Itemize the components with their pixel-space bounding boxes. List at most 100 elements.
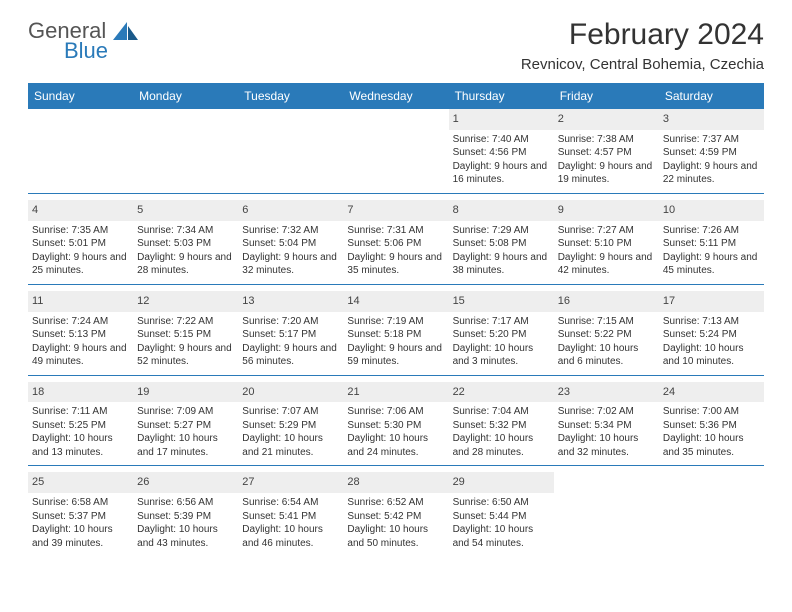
sunrise-line: Sunrise: 7:29 AM — [453, 224, 550, 238]
sunset-line: Sunset: 5:36 PM — [663, 419, 760, 433]
page-subtitle: Revnicov, Central Bohemia, Czechia — [521, 56, 764, 73]
sunset-line: Sunset: 5:25 PM — [32, 419, 129, 433]
weekday-header: Tuesday — [238, 83, 343, 109]
daylight-line: Daylight: 9 hours and 32 minutes. — [242, 251, 339, 278]
daylight-line: Daylight: 9 hours and 25 minutes. — [32, 251, 129, 278]
sunrise-line: Sunrise: 7:06 AM — [347, 405, 444, 419]
day-number: 15 — [449, 291, 554, 312]
day-number: 16 — [554, 291, 659, 312]
day-cell: 22Sunrise: 7:04 AMSunset: 5:32 PMDayligh… — [449, 382, 554, 466]
day-cell: 3Sunrise: 7:37 AMSunset: 4:59 PMDaylight… — [659, 109, 764, 193]
day-cell: 23Sunrise: 7:02 AMSunset: 5:34 PMDayligh… — [554, 382, 659, 466]
day-number: 17 — [659, 291, 764, 312]
day-number: 13 — [238, 291, 343, 312]
day-number: 1 — [449, 109, 554, 130]
sunrise-line: Sunrise: 7:34 AM — [137, 224, 234, 238]
sunrise-line: Sunrise: 7:32 AM — [242, 224, 339, 238]
day-number: 25 — [28, 472, 133, 493]
week-row: 4Sunrise: 7:35 AMSunset: 5:01 PMDaylight… — [28, 200, 764, 284]
day-number: 12 — [133, 291, 238, 312]
day-cell — [659, 472, 764, 556]
sunrise-line: Sunrise: 7:26 AM — [663, 224, 760, 238]
weekday-header: Saturday — [659, 83, 764, 109]
day-number: 10 — [659, 200, 764, 221]
day-number: 20 — [238, 382, 343, 403]
day-number: 19 — [133, 382, 238, 403]
day-cell: 11Sunrise: 7:24 AMSunset: 5:13 PMDayligh… — [28, 291, 133, 375]
daylight-line: Daylight: 9 hours and 45 minutes. — [663, 251, 760, 278]
sunrise-line: Sunrise: 6:56 AM — [137, 496, 234, 510]
daylight-line: Daylight: 10 hours and 46 minutes. — [242, 523, 339, 550]
weekday-header: Friday — [554, 83, 659, 109]
daylight-line: Daylight: 10 hours and 32 minutes. — [558, 432, 655, 459]
daylight-line: Daylight: 10 hours and 6 minutes. — [558, 342, 655, 369]
day-cell: 2Sunrise: 7:38 AMSunset: 4:57 PMDaylight… — [554, 109, 659, 193]
daylight-line: Daylight: 9 hours and 52 minutes. — [137, 342, 234, 369]
sunset-line: Sunset: 5:44 PM — [453, 510, 550, 524]
day-cell: 18 Sunrise: 7:11 AMSunset: 5:25 PMDayligh… — [28, 382, 133, 466]
day-cell: 4Sunrise: 7:35 AMSunset: 5:01 PMDaylight… — [28, 200, 133, 284]
sunrise-line: Sunrise: 7:40 AM — [453, 133, 550, 147]
day-cell: 19 Sunrise: 7:09 AMSunset: 5:27 PMDayligh… — [133, 382, 238, 466]
sunset-line: Sunset: 5:17 PM — [242, 328, 339, 342]
weekday-header-row: Sunday Monday Tuesday Wednesday Thursday… — [28, 83, 764, 109]
day-cell: 29Sunrise: 6:50 AMSunset: 5:44 PMDayligh… — [449, 472, 554, 556]
day-cell: 1Sunrise: 7:40 AMSunset: 4:56 PMDaylight… — [449, 109, 554, 193]
sunset-line: Sunset: 5:06 PM — [347, 237, 444, 251]
day-number: 3 — [659, 109, 764, 130]
sunrise-line: Sunrise: 6:54 AM — [242, 496, 339, 510]
sunset-line: Sunset: 5:13 PM — [32, 328, 129, 342]
daylight-line: Daylight: 9 hours and 56 minutes. — [242, 342, 339, 369]
weekday-header: Wednesday — [343, 83, 448, 109]
day-number: 8 — [449, 200, 554, 221]
daylight-line: Daylight: 10 hours and 21 minutes. — [242, 432, 339, 459]
day-number: 22 — [449, 382, 554, 403]
daylight-line: Daylight: 9 hours and 42 minutes. — [558, 251, 655, 278]
sunrise-line: Sunrise: 7:11 AM — [32, 405, 129, 419]
day-number: 28 — [343, 472, 448, 493]
day-cell: 27Sunrise: 6:54 AMSunset: 5:41 PMDayligh… — [238, 472, 343, 556]
day-cell: 7Sunrise: 7:31 AMSunset: 5:06 PMDaylight… — [343, 200, 448, 284]
daylight-line: Daylight: 10 hours and 17 minutes. — [137, 432, 234, 459]
daylight-line: Daylight: 9 hours and 59 minutes. — [347, 342, 444, 369]
sunset-line: Sunset: 5:01 PM — [32, 237, 129, 251]
week-row: 18Sunrise: 7:11 AMSunset: 5:25 PMDayligh… — [28, 382, 764, 466]
sunset-line: Sunset: 5:20 PM — [453, 328, 550, 342]
daylight-line: Daylight: 10 hours and 43 minutes. — [137, 523, 234, 550]
sunrise-line: Sunrise: 6:52 AM — [347, 496, 444, 510]
day-cell: 24Sunrise: 7:00 AMSunset: 5:36 PMDayligh… — [659, 382, 764, 466]
day-cell: 25Sunrise: 6:58 AMSunset: 5:37 PMDayligh… — [28, 472, 133, 556]
day-number: 2 — [554, 109, 659, 130]
day-number: 26 — [133, 472, 238, 493]
sunrise-line: Sunrise: 7:22 AM — [137, 315, 234, 329]
day-cell: 5Sunrise: 7:34 AMSunset: 5:03 PMDaylight… — [133, 200, 238, 284]
sunrise-line: Sunrise: 7:09 AM — [137, 405, 234, 419]
daylight-line: Daylight: 10 hours and 3 minutes. — [453, 342, 550, 369]
sunset-line: Sunset: 5:04 PM — [242, 237, 339, 251]
week-row: 11Sunrise: 7:24 AMSunset: 5:13 PMDayligh… — [28, 291, 764, 375]
day-cell: 20Sunrise: 7:07 AMSunset: 5:29 PMDayligh… — [238, 382, 343, 466]
day-cell: 21Sunrise: 7:06 AMSunset: 5:30 PMDayligh… — [343, 382, 448, 466]
day-cell: 16Sunrise: 7:15 AMSunset: 5:22 PMDayligh… — [554, 291, 659, 375]
sunset-line: Sunset: 5:27 PM — [137, 419, 234, 433]
daylight-line: Daylight: 9 hours and 19 minutes. — [558, 160, 655, 187]
day-number: 27 — [238, 472, 343, 493]
calendar-grid: Sunday Monday Tuesday Wednesday Thursday… — [28, 83, 764, 556]
day-cell: 8Sunrise: 7:29 AMSunset: 5:08 PMDaylight… — [449, 200, 554, 284]
header: General Blue February 2024 Revnicov, Cen… — [28, 18, 764, 73]
daylight-line: Daylight: 10 hours and 54 minutes. — [453, 523, 550, 550]
day-cell — [28, 109, 133, 193]
sunrise-line: Sunrise: 7:35 AM — [32, 224, 129, 238]
day-cell: 17Sunrise: 7:13 AMSunset: 5:24 PMDayligh… — [659, 291, 764, 375]
week-row: 25Sunrise: 6:58 AMSunset: 5:37 PMDayligh… — [28, 472, 764, 556]
sunset-line: Sunset: 5:39 PM — [137, 510, 234, 524]
sunrise-line: Sunrise: 7:31 AM — [347, 224, 444, 238]
day-number: 18 — [28, 382, 133, 403]
daylight-line: Daylight: 9 hours and 28 minutes. — [137, 251, 234, 278]
daylight-line: Daylight: 10 hours and 13 minutes. — [32, 432, 129, 459]
sunrise-line: Sunrise: 7:37 AM — [663, 133, 760, 147]
day-number: 23 — [554, 382, 659, 403]
sunrise-line: Sunrise: 7:00 AM — [663, 405, 760, 419]
day-number: 5 — [133, 200, 238, 221]
day-number: 14 — [343, 291, 448, 312]
